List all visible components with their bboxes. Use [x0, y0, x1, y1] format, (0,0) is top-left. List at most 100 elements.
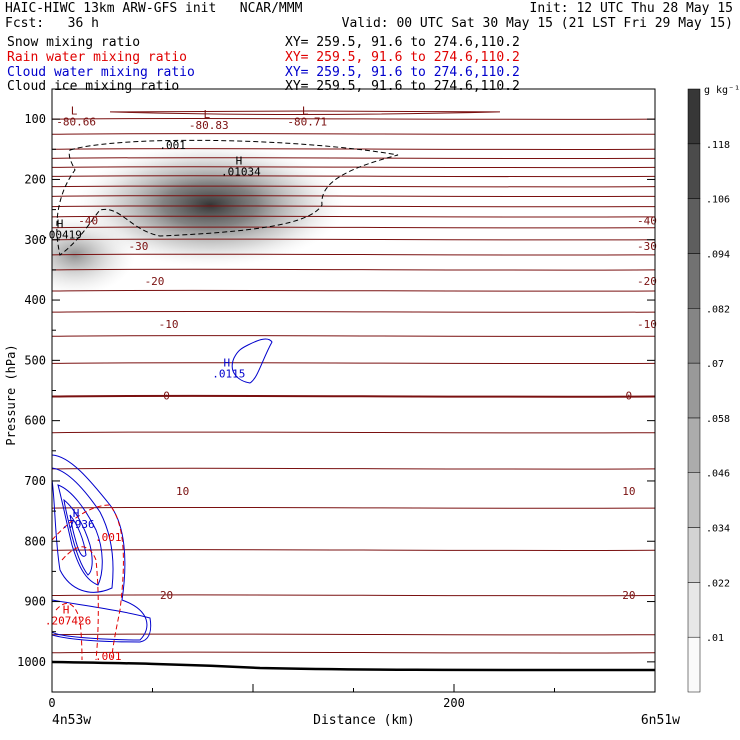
extremum-value: -80.66 [56, 115, 96, 128]
extremum-mark: L [71, 104, 78, 117]
contour-value-label: .001 [95, 650, 122, 663]
colorbar-cell [687, 253, 701, 309]
field-cloud-ice-name: Cloud ice mixing ratio [7, 79, 180, 94]
y-tick-label: 100 [24, 112, 46, 126]
y-axis-label: Pressure (hPa) [4, 344, 18, 445]
extremum-mark: H [236, 154, 243, 167]
colorbar-cell [687, 527, 701, 583]
isotherm-line [52, 148, 655, 151]
extremum-value: .207426 [45, 615, 91, 628]
extremum-value: .01034 [221, 165, 261, 178]
temperature-label: -10 [159, 318, 179, 331]
isotherm-line [52, 238, 655, 241]
x-tick-label: 0 [48, 696, 55, 710]
isotherm-line [109, 110, 501, 115]
isotherm-line [52, 335, 655, 337]
colorbar-tick-label: .046 [706, 469, 730, 480]
y-tick-label: 500 [24, 353, 46, 367]
extremum-value: .0115 [212, 367, 245, 380]
x-axis-label: Distance (km) [313, 713, 415, 728]
extremum-value: -80.83 [189, 119, 229, 132]
isotherm-line [52, 268, 655, 271]
colorbar-cell [687, 362, 701, 419]
colorbar-tick-label: .07 [706, 359, 724, 370]
field-cloud-water-xy: XY= 259.5, 91.6 to 274.6,110.2 [285, 65, 520, 80]
contour-value-label: .001 [159, 139, 186, 152]
isotherm-line [52, 310, 655, 313]
isotherm-line [52, 185, 655, 188]
colorbar-cell [687, 88, 701, 145]
isotherm-line [52, 117, 655, 120]
y-tick-label: 900 [24, 595, 46, 609]
isotherm-line [52, 431, 655, 434]
extremum-mark: H [73, 507, 80, 520]
isotherm-line [52, 549, 655, 552]
temperature-label: 0 [163, 389, 170, 402]
colorbar-tick-label: .082 [706, 304, 730, 315]
colorbar-cell [687, 472, 701, 528]
isotherm-line [52, 205, 655, 208]
temperature-label: 20 [622, 589, 635, 602]
temperature-label: -30 [637, 240, 657, 253]
header-forecast-hour: Fcst: 36 h [5, 16, 99, 31]
y-tick-label: 700 [24, 474, 46, 488]
extremum-mark: L [302, 104, 309, 117]
colorbar-tick-label: .022 [706, 578, 730, 589]
x-tick-label: 200 [443, 696, 465, 710]
isotherm-line [52, 226, 655, 229]
isotherm-line [52, 157, 655, 160]
x-endpoint-label-right: 6n51w [641, 713, 680, 728]
y-tick-label: 800 [24, 534, 46, 548]
colorbar-cell [687, 636, 701, 693]
extremum-mark: H [57, 218, 64, 231]
isotherm-line [52, 394, 655, 398]
y-tick-label: 600 [24, 414, 46, 428]
colorbar-tick-label: .058 [706, 414, 730, 425]
isotherm-line [52, 289, 655, 292]
temperature-contours [52, 110, 655, 654]
contour-value-label: .001 [95, 531, 122, 544]
y-tick-label: 200 [24, 172, 46, 186]
colorbar-unit: g kg⁻¹ [704, 85, 740, 96]
isotherm-line [52, 362, 655, 365]
colorbar-tick-label: .106 [706, 195, 730, 206]
field-rain-name: Rain water mixing ratio [7, 50, 188, 65]
temperature-label: 10 [176, 485, 189, 498]
colorbar-cell [687, 308, 701, 364]
temperature-label: 20 [160, 589, 173, 602]
colorbar-cell [687, 198, 701, 254]
temperature-label: 0 [626, 389, 633, 402]
extremum-value: .00419 [42, 229, 82, 242]
header-init-time: Init: 12 UTC Thu 28 May 15 [529, 1, 734, 16]
y-tick-label: 400 [24, 293, 46, 307]
isotherm-line [52, 594, 655, 597]
temperature-label: -40 [637, 214, 657, 227]
field-snow-xy: XY= 259.5, 91.6 to 274.6,110.2 [285, 35, 520, 50]
extremum-mark: L [203, 108, 210, 121]
y-tick-label: 1000 [17, 655, 46, 669]
isotherm-line [52, 195, 655, 198]
colorbar-cell [687, 417, 701, 473]
y-tick-label: 300 [24, 233, 46, 247]
isotherm-line [52, 166, 655, 169]
temperature-label: -40 [78, 214, 98, 227]
extremum-value: .7936 [62, 518, 95, 531]
mixing-ratio-contours [52, 139, 655, 672]
colorbar-tick-label: .034 [706, 524, 730, 535]
isotherm-line [52, 633, 655, 636]
isotherm-line [52, 253, 655, 256]
colorbar-tick-label: .094 [706, 249, 730, 260]
extremum-value: -80.71 [287, 115, 327, 128]
isotherm-line [52, 651, 655, 654]
isotherm-line [52, 175, 655, 178]
extremum-mark: H [63, 604, 70, 617]
colorbar-cell [687, 143, 701, 199]
colorbar: .01 .022 .034 .046 .058 .07 .082 .094 .106 .118 g … [687, 85, 740, 693]
isotherm-line [52, 215, 655, 218]
header-title: HAIC-HIWC 13km ARW-GFS init NCAR/MMM [5, 1, 303, 16]
temperature-label: -10 [637, 318, 657, 331]
field-cloud-water-name: Cloud water mixing ratio [7, 65, 195, 80]
isotherm-line [52, 467, 655, 470]
